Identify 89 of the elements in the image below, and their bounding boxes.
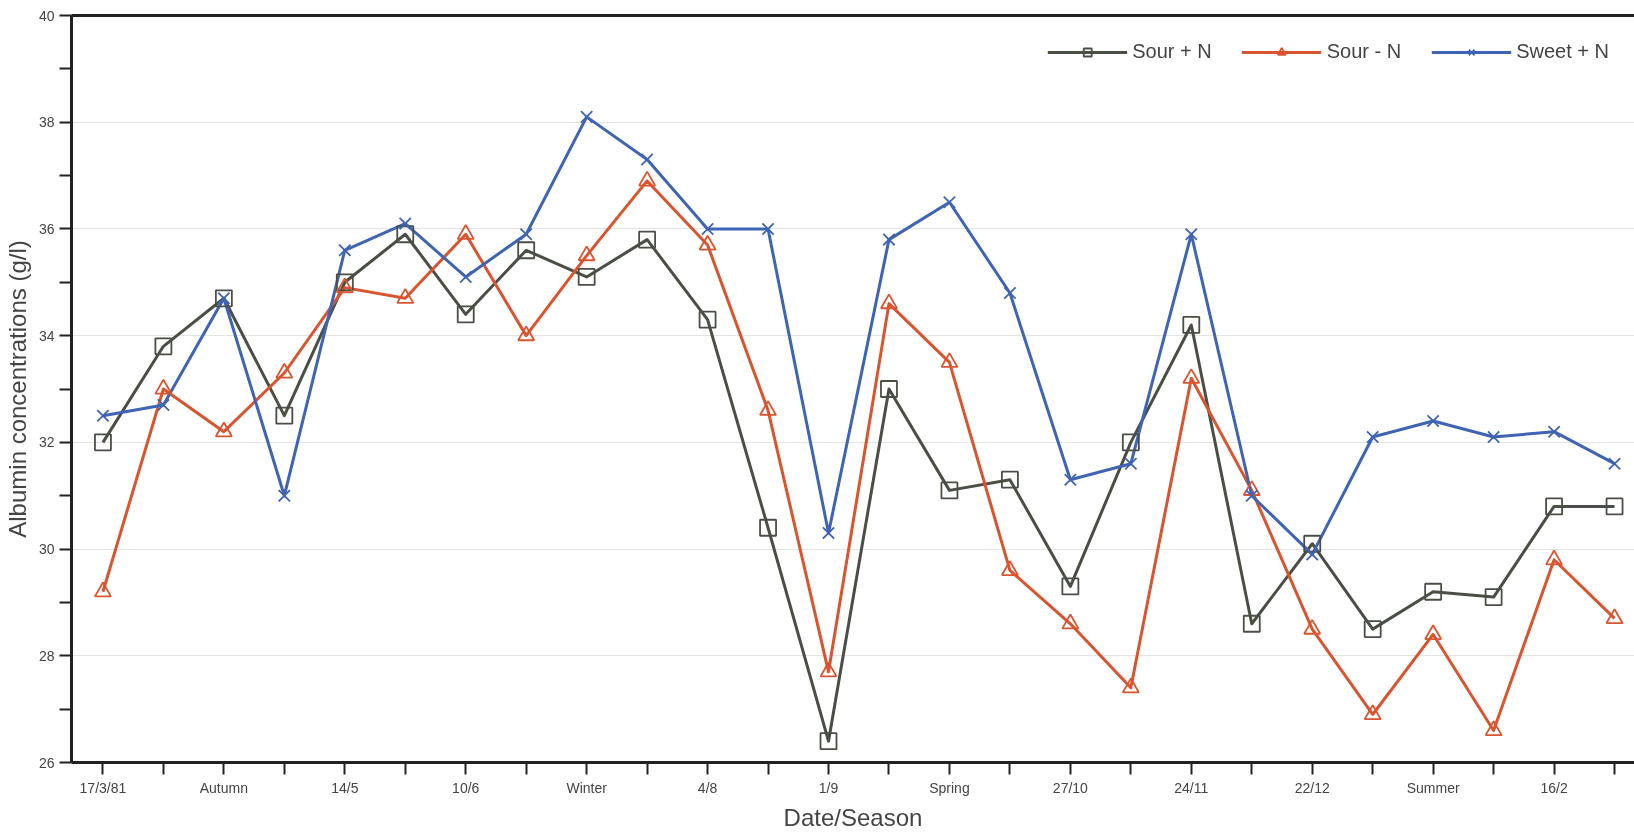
point [1605,497,1624,516]
y-tick-label: 32 [38,434,55,451]
point [1424,624,1443,640]
point [456,305,475,324]
point [398,217,412,231]
point [96,409,110,423]
point [214,421,233,438]
legend-label: Sour - N [1326,40,1402,63]
point [1063,473,1077,487]
x-tick-label: Summer [1406,779,1460,796]
y-tick-label: 28 [38,647,55,664]
x-axis-title: Date/Season [783,803,923,831]
point [580,110,594,124]
x-tick-label: 10/6 [452,779,480,796]
point [1124,457,1138,471]
point [1607,457,1622,471]
y-tick-label: 36 [38,220,55,237]
x-tick-label: 14/5 [331,779,359,796]
point [1605,608,1624,624]
legend-label: Sweet + N [1516,40,1609,63]
point [1426,414,1440,428]
point [1121,433,1140,452]
point [277,489,291,503]
point [1003,286,1017,300]
point [519,227,533,241]
y-tick-label: 38 [38,114,55,131]
point [335,273,354,292]
point [517,241,536,260]
point [1487,430,1501,444]
point [1061,613,1080,630]
point [1305,547,1319,561]
point [701,222,715,236]
point [1242,480,1261,496]
point [577,268,596,286]
point [275,406,294,425]
y-tick-label: 30 [38,541,55,558]
point [761,222,775,236]
x-tick-label: 22/12 [1294,779,1330,796]
x-tick-label: Spring [929,779,970,796]
point [698,310,717,329]
point [821,526,836,540]
x-tick-label: 24/11 [1174,779,1209,796]
x-tick-label: 1/9 [818,779,839,796]
point [94,581,112,598]
x-tick-label: Winter [566,779,608,796]
y-tick-label: 40 [38,7,55,24]
point [759,518,777,537]
point [396,225,415,244]
point [1242,614,1261,633]
point [1363,704,1382,720]
point [1303,618,1322,635]
point [1484,588,1503,606]
point [94,433,112,452]
point [1545,497,1563,516]
point [940,481,959,500]
point [459,270,473,284]
point [1366,430,1380,444]
point [1182,316,1201,334]
point [1001,470,1019,489]
point [942,195,956,209]
point [819,732,838,751]
point [819,661,838,678]
point [880,380,898,398]
x-tick-label: 27/10 [1052,779,1089,796]
point [1121,677,1140,694]
legend-label: Sour + N [1132,40,1212,63]
point [1547,425,1561,439]
y-tick-label: 34 [38,327,55,344]
point [156,398,170,412]
x-tick-label: 17/3/81 [79,779,127,796]
point [638,230,657,249]
point [338,243,352,257]
point [1545,549,1563,566]
x-tick-label: 16/2 [1540,779,1568,796]
point [1061,577,1080,596]
x-tick-label: Autumn [199,779,248,796]
point [640,153,654,167]
point [1303,534,1322,553]
y-axis-title: Albumin concentrations (g/l) [3,240,31,538]
point [1184,227,1198,241]
point [1245,489,1259,503]
point [1363,620,1382,639]
point [882,233,896,247]
x-tick-label: 4/8 [697,779,718,796]
point [1001,560,1019,576]
y-tick-label: 26 [38,754,55,771]
point [1424,582,1443,601]
point [154,337,173,356]
point [1484,720,1503,736]
